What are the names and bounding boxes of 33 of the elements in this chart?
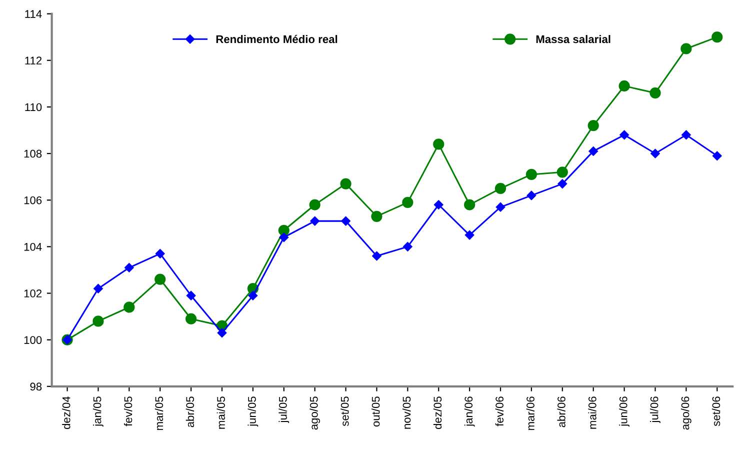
y-tick-label: 106: [24, 196, 42, 204]
legend-label: Massa salarial: [536, 34, 610, 44]
y-tick-label: 110: [25, 103, 42, 112]
x-tick-label: ago/05: [310, 396, 320, 430]
x-tick-label: set/05: [340, 396, 349, 426]
y-tick-label: 104: [24, 242, 42, 251]
x-tick-label: fev/05: [124, 396, 132, 426]
y-tick-label: 108: [24, 150, 42, 158]
y-tick-label: 98: [30, 382, 42, 391]
x-tick-label: jun/06: [619, 396, 630, 427]
y-tick-label: 112: [25, 56, 42, 64]
x-tick-label: dez/05: [433, 396, 442, 430]
x-tick-label: jan/05: [93, 396, 104, 427]
x-tick-label: jan/06: [464, 396, 475, 427]
x-tick-label: mai/05: [216, 396, 225, 429]
y-tick-label: 102: [24, 290, 42, 298]
x-tick-label: mar/05: [154, 396, 164, 430]
x-tick-label: mai/06: [588, 396, 596, 429]
x-tick-label: set/06: [712, 396, 720, 426]
x-tick-label: jul/06: [650, 396, 660, 423]
x-tick-label: nov/05: [402, 396, 411, 429]
x-tick-label: fev/06: [495, 396, 504, 426]
x-tick-label: jul/05: [278, 396, 290, 423]
x-tick-label: out/05: [372, 396, 380, 427]
x-tick-label: jun/05: [248, 396, 258, 427]
legend-label: Rendimento Médio real: [216, 34, 338, 44]
x-tick-label: ago/06: [681, 396, 692, 430]
x-tick-label: abr/06: [557, 396, 566, 428]
x-tick-label: mar/06: [526, 396, 534, 430]
y-tick-label: 100: [24, 336, 42, 344]
y-tick-label: 114: [25, 10, 42, 18]
x-tick-label: dez/04: [62, 396, 70, 430]
x-tick-label: abr/05: [186, 396, 194, 428]
